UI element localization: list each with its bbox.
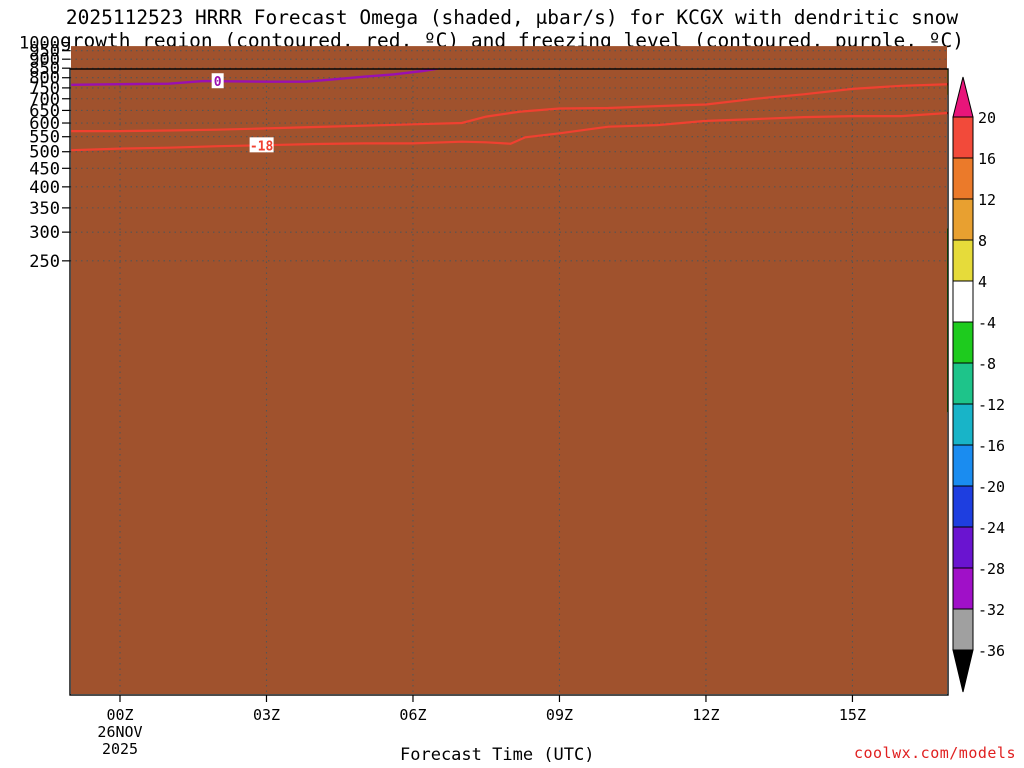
y-tick-label: 950: [29, 42, 60, 62]
y-tick-label: 900: [29, 50, 60, 70]
colorbar-swatch: [952, 403, 974, 446]
colorbar-swatch: [952, 608, 974, 651]
colorbar-top-arrow: [952, 76, 974, 118]
colorbar-swatch: [952, 239, 974, 282]
colorbar-swatch: [952, 444, 974, 487]
colorbar-label: -16: [978, 437, 1005, 455]
x-tick-label: 06Z: [399, 706, 426, 724]
colorbar-swatch: [952, 321, 974, 364]
x-tick-label: 12Z: [692, 706, 719, 724]
colorbar-label: -4: [978, 314, 996, 332]
contour-label-bg: [249, 137, 274, 153]
colorbar-swatch: [952, 485, 974, 528]
y-tick-label: 600: [29, 114, 60, 134]
title-line-1: 2025112523 HRRR Forecast Omega (shaded, …: [65, 6, 959, 29]
colorbar-swatch: [952, 198, 974, 241]
colorbar-label: -28: [978, 560, 1005, 578]
y-tick-label: 250: [29, 252, 60, 272]
dgz-contour-label: -18: [250, 139, 274, 154]
y-tick-label: 350: [29, 199, 60, 219]
plot-frame: [69, 68, 949, 696]
colorbar-label: 16: [978, 150, 996, 168]
freezing-level-contour: [71, 69, 438, 86]
y-axis-ticks: 250 300 3504004505005506006507007508008509…: [19, 34, 70, 272]
grid-lines: [70, 50, 948, 695]
y-tick-label: 850: [29, 59, 60, 79]
colorbar-swatch: [952, 362, 974, 405]
contour-label-bg: [211, 73, 224, 89]
dgz-contour: [71, 111, 948, 152]
colorbar-label: -8: [978, 355, 996, 373]
x-tick-sublabel: 2025: [102, 740, 138, 758]
x-tick-sublabel: 26NOV: [97, 723, 142, 741]
y-tick-label: 400: [29, 178, 60, 198]
colorbar-label: 20: [978, 109, 996, 127]
x-tick-label: 03Z: [253, 706, 280, 724]
colorbar-swatch: [952, 280, 974, 323]
y-tick-label: 650: [29, 101, 60, 121]
y-tick-label: 300: [29, 223, 60, 243]
x-tick-label: 00Z: [106, 706, 133, 724]
x-axis-title: Forecast Time (UTC): [400, 745, 595, 765]
y-tick-label: 1000: [19, 34, 60, 54]
contour-lines: -1800: [71, 69, 948, 154]
colorbar-label: -24: [978, 519, 1005, 537]
colorbar-swatch: [952, 116, 974, 159]
y-tick-label: 700: [29, 90, 60, 110]
site-credit: coolwx.com/models: [853, 744, 1016, 762]
colorbar-label: 12: [978, 191, 996, 209]
terrain-layer: [71, 46, 947, 694]
colorbar-label: -12: [978, 396, 1005, 414]
y-tick-label: 500: [29, 143, 60, 163]
terrain-strip: [71, 46, 947, 694]
colorbar-label: -20: [978, 478, 1005, 496]
y-tick-label: 450: [29, 159, 60, 179]
colorbar-swatch: [952, 526, 974, 569]
colorbar-label: 4: [978, 273, 987, 291]
dgz-contour: [71, 83, 948, 133]
y-tick-label: 550: [29, 128, 60, 148]
y-tick-label: 750: [29, 79, 60, 99]
freezing-level-label: 0: [214, 75, 222, 90]
colorbar-swatch: [952, 157, 974, 200]
colorbar-label: -36: [978, 642, 1005, 660]
colorbar: 20 16 12 8 4 -4 -8 -12 -16 -20 -24 -28 -32 -36: [952, 76, 1005, 693]
x-tick-label: 15Z: [839, 706, 866, 724]
colorbar-bottom-arrow: [952, 649, 974, 693]
colorbar-label: 8: [978, 232, 987, 250]
y-tick-label: 800: [29, 69, 60, 89]
x-tick-label: 09Z: [546, 706, 573, 724]
colorbar-swatch: [952, 567, 974, 610]
colorbar-label: -32: [978, 601, 1005, 619]
